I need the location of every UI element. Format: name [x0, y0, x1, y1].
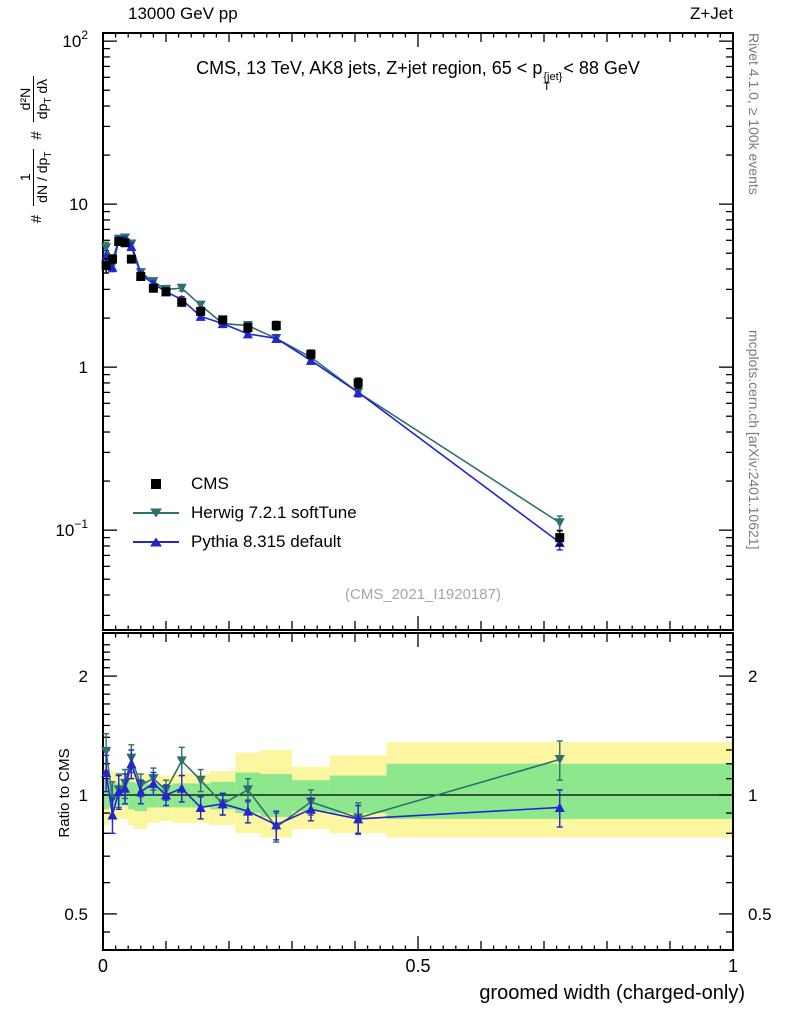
rivet-version-label: Rivet 4.1.0, ≥ 100k events — [746, 33, 762, 195]
pt-jet-superscript: {jet} — [543, 71, 563, 83]
ratio-uncertainty-bands — [103, 742, 733, 838]
square-marker-icon — [151, 479, 161, 489]
analysis-id-watermark: (CMS_2021_I1920187) — [345, 586, 501, 603]
ylabel-fraction-2: d²N dpT dλ — [17, 75, 55, 123]
pt-subscript: T — [543, 81, 551, 94]
legend-label-herwig: Herwig 7.2.1 softTune — [191, 503, 357, 522]
herwig-marker-sample — [133, 504, 179, 522]
ylabel-fraction-1: 1 dN / dpT — [17, 148, 55, 206]
legend-label-pythia: Pythia 8.315 default — [191, 532, 342, 551]
mcplots-reference-label: mcplots.cern.ch [arXiv:2401.10621] — [746, 330, 762, 550]
ratio-y-axis-label: Ratio to CMS — [56, 748, 73, 838]
svg-text:2: 2 — [748, 667, 757, 686]
plot-title-suffix: < 88 GeV — [563, 58, 640, 78]
svg-text:1: 1 — [728, 956, 738, 976]
svg-text:0.5: 0.5 — [405, 956, 430, 976]
legend-row: CMS — [133, 474, 357, 494]
svg-text:10−1: 10−1 — [55, 517, 88, 540]
legend: CMS Herwig 7.2.1 softTune Pythia 8.315 d… — [133, 474, 357, 552]
ylabel-hash-1: # — [27, 214, 45, 224]
cms-marker-sample — [133, 475, 179, 493]
ylabel-hash-2: # — [27, 131, 45, 140]
legend-label-cms: CMS — [191, 474, 229, 493]
beam-energy-label: 13000 GeV pp — [128, 4, 238, 23]
svg-text:0: 0 — [98, 956, 108, 976]
pt-jet-symbol: {jet} T — [543, 71, 563, 94]
svg-text:10: 10 — [69, 195, 88, 214]
pythia-marker-sample — [133, 533, 179, 551]
main-y-axis-label: # 1 dN / dpT # d²N dpT dλ — [10, 27, 62, 272]
ylabel-frac1-numerator: 1 — [17, 173, 34, 182]
triangle-down-marker-icon — [150, 508, 162, 518]
x-axis-label: groomed width (charged-only) — [479, 982, 745, 1004]
legend-row: Pythia 8.315 default — [133, 532, 357, 552]
svg-text:2: 2 — [79, 667, 88, 686]
svg-text:0.5: 0.5 — [748, 905, 772, 924]
process-label: Z+Jet — [690, 4, 733, 23]
svg-text:0.5: 0.5 — [64, 905, 88, 924]
ylabel-frac1-denominator: dN / dpT — [33, 148, 55, 206]
ylabel-frac2-denominator: dpT dλ — [33, 75, 55, 123]
plot-title: CMS, 13 TeV, AK8 jets, Z+jet region, 65 … — [118, 58, 718, 93]
triangle-up-marker-icon — [150, 537, 162, 547]
svg-text:1: 1 — [79, 786, 88, 805]
svg-text:1: 1 — [748, 786, 757, 805]
series-cms — [101, 237, 565, 546]
plot-title-prefix: CMS, 13 TeV, AK8 jets, Z+jet region, 65 … — [196, 58, 543, 78]
legend-row: Herwig 7.2.1 softTune — [133, 503, 357, 523]
svg-text:102: 102 — [62, 28, 88, 51]
axis-ticks — [102, 33, 734, 950]
tick-labels: 102 10 1 10−1 2 2 1 1 0.5 0.5 0 0.5 1 — [55, 28, 771, 976]
ylabel-frac2-numerator: d²N — [17, 87, 34, 111]
svg-text:1: 1 — [79, 358, 88, 377]
